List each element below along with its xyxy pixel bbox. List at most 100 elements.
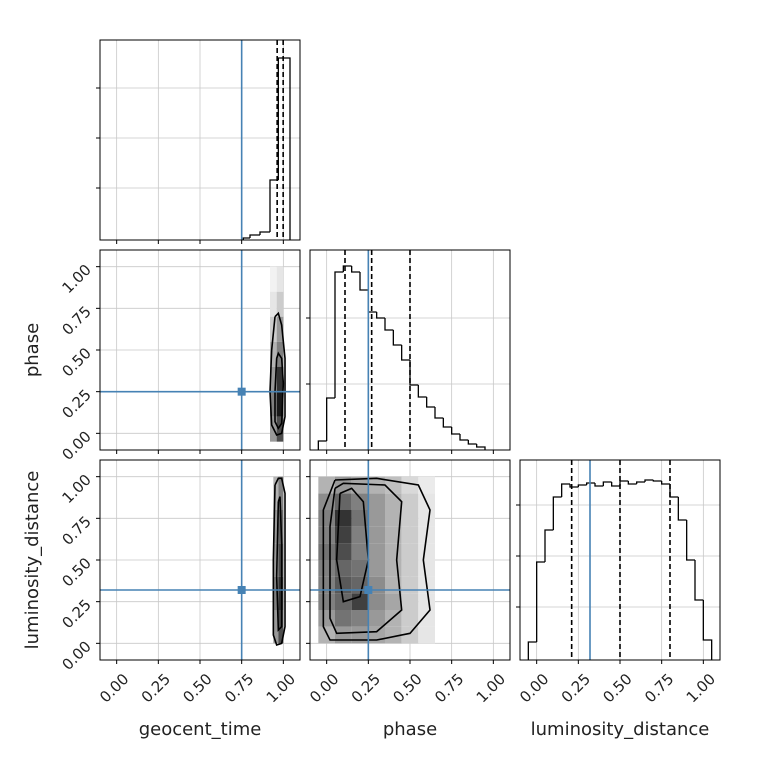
density-cell — [385, 526, 402, 544]
histogram-bin — [351, 266, 360, 273]
density-cell — [385, 593, 402, 610]
histogram-bin — [586, 482, 595, 485]
y-tick-label: 0.75 — [58, 512, 94, 548]
x-tick-label: 0.25 — [558, 670, 594, 706]
histogram-bin — [451, 427, 460, 435]
density-cell — [351, 560, 369, 577]
contour — [335, 487, 370, 603]
panel-frame — [309, 459, 511, 661]
histogram-bin — [277, 57, 291, 240]
contour — [329, 482, 403, 635]
density-cell — [368, 510, 385, 527]
y-tick-label: 1.00 — [58, 261, 94, 297]
histogram-bin — [242, 237, 250, 240]
histogram-bin — [652, 480, 662, 482]
x-tick-label: 0.75 — [431, 670, 467, 706]
density-cell — [368, 526, 385, 544]
density-cell — [278, 476, 284, 510]
density-cell — [401, 526, 419, 544]
contour — [322, 477, 431, 641]
histogram-bin — [376, 312, 385, 319]
histogram-bin — [552, 496, 562, 530]
density-cell — [385, 476, 402, 494]
density-cell — [270, 341, 277, 367]
density-cell — [276, 416, 284, 442]
histogram-bin — [527, 641, 537, 660]
density-cell — [276, 341, 284, 367]
density-cell — [273, 610, 279, 644]
x-tick-label: 0.50 — [599, 670, 635, 706]
y-tick-label: 0.00 — [58, 637, 94, 673]
y-tick-label: 0.25 — [58, 596, 94, 632]
density-cell — [318, 576, 335, 594]
density-cell — [368, 593, 385, 610]
density-cell — [385, 493, 402, 510]
histogram-bin — [392, 330, 402, 346]
density-cell — [418, 593, 435, 610]
panel-frame — [519, 459, 721, 661]
histogram-bin — [644, 479, 654, 482]
histogram-bin — [259, 231, 270, 235]
x-tick-label: 0.50 — [389, 670, 425, 706]
contour — [272, 477, 286, 647]
histogram-bin — [467, 440, 477, 445]
density-cell — [385, 543, 402, 560]
density-cell — [278, 543, 284, 577]
density-cell — [368, 493, 385, 510]
histogram-bin — [269, 179, 279, 232]
density-cell — [401, 593, 419, 610]
truth-marker — [237, 586, 246, 594]
density-cell — [318, 593, 335, 610]
density-cell — [401, 510, 419, 527]
density-cell — [418, 543, 435, 560]
density-cell — [418, 560, 435, 577]
density-cell — [368, 543, 385, 560]
density-cell — [276, 291, 284, 317]
histogram-bin — [694, 560, 704, 601]
density-cell — [276, 391, 284, 417]
histogram-bin — [661, 481, 670, 485]
histogram-bin — [359, 272, 369, 291]
density-cell — [335, 510, 352, 527]
histogram-bin — [401, 345, 410, 361]
histogram-bin — [459, 434, 469, 441]
truth-marker — [364, 586, 373, 594]
histogram-bin — [476, 444, 486, 450]
histogram-bin — [342, 265, 352, 272]
density-cell — [385, 576, 402, 594]
panel-frame — [99, 249, 301, 451]
density-cell — [335, 476, 352, 494]
density-cell — [401, 476, 419, 494]
density-cell — [401, 543, 419, 560]
density-cell — [270, 391, 277, 417]
histogram-bin — [636, 481, 645, 484]
x-tick-label: 1.00 — [683, 670, 719, 706]
density-cell — [318, 526, 335, 544]
panel-frame — [309, 249, 511, 451]
density-cell — [401, 610, 419, 627]
density-cell — [273, 476, 279, 510]
histogram-bin — [602, 481, 612, 486]
histogram-bin — [426, 397, 435, 408]
y-tick-label: 0.00 — [58, 427, 94, 463]
histogram-bin — [611, 482, 620, 487]
histogram-bin — [384, 318, 394, 331]
density-cell — [273, 510, 279, 544]
histogram-bin — [326, 397, 335, 441]
x-tick-label: 0.25 — [138, 670, 174, 706]
panel-frame — [99, 459, 301, 661]
x-tick-label: 1.00 — [473, 670, 509, 706]
density-cell — [385, 510, 402, 527]
y-tick-label: 0.50 — [58, 554, 94, 590]
density-cell — [351, 476, 369, 494]
histogram-bin — [417, 385, 427, 398]
density-cell — [351, 543, 369, 560]
y-tick-label: 0.50 — [58, 344, 94, 380]
x-tick-label: 0.75 — [221, 670, 257, 706]
x-axis-label: geocent_time — [139, 719, 262, 740]
x-tick-label: 1.00 — [263, 670, 299, 706]
histogram-bin — [434, 407, 444, 419]
x-axis-label: phase — [383, 719, 437, 740]
truth-marker — [237, 387, 246, 396]
x-tick-label: 0.50 — [179, 670, 215, 706]
